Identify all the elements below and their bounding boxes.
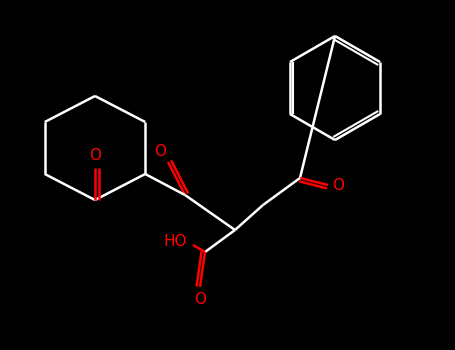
Text: O: O — [194, 292, 206, 307]
Text: O: O — [332, 177, 344, 192]
Text: O: O — [89, 147, 101, 162]
Text: HO: HO — [163, 234, 187, 250]
Text: O: O — [154, 145, 166, 160]
